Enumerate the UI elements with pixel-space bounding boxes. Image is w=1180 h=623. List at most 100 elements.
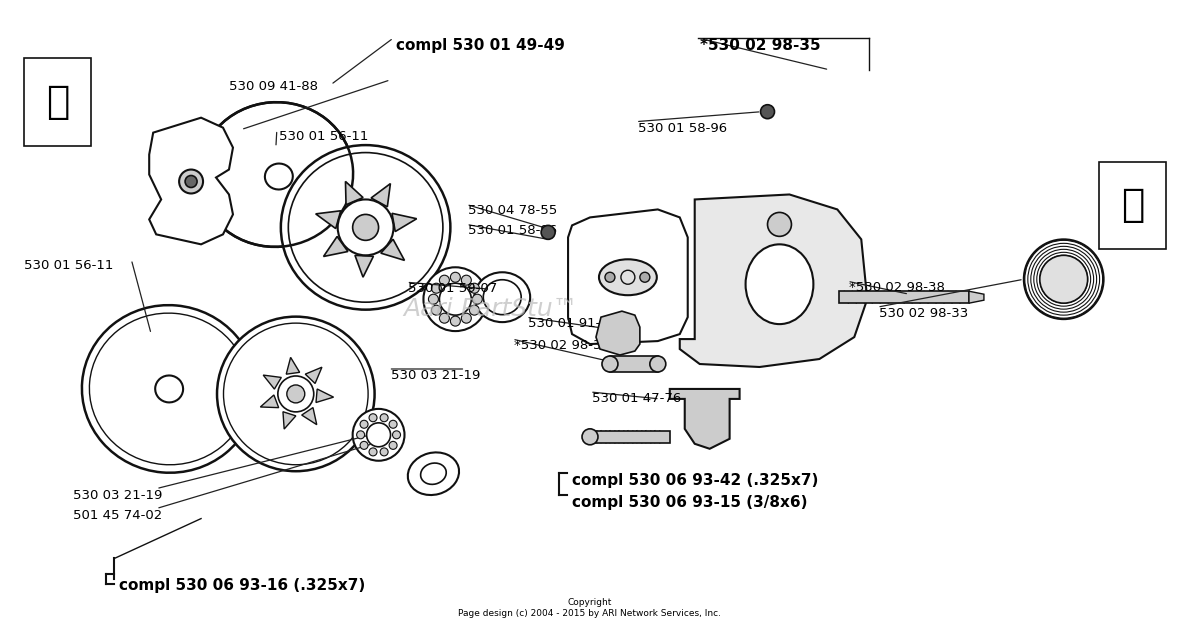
Polygon shape <box>316 211 341 229</box>
Bar <box>24 58 91 146</box>
Ellipse shape <box>474 272 530 322</box>
Circle shape <box>761 105 774 118</box>
Ellipse shape <box>288 153 442 302</box>
Ellipse shape <box>420 463 446 484</box>
Circle shape <box>439 275 450 285</box>
Text: 530 01 58-96: 530 01 58-96 <box>468 224 557 237</box>
Polygon shape <box>283 412 296 429</box>
Circle shape <box>451 272 460 282</box>
Circle shape <box>428 294 439 304</box>
Ellipse shape <box>198 102 353 247</box>
Circle shape <box>287 385 304 403</box>
Circle shape <box>337 199 394 255</box>
Text: *530 02 98-35: *530 02 98-35 <box>700 38 820 53</box>
Circle shape <box>640 272 650 282</box>
Polygon shape <box>346 181 363 205</box>
Ellipse shape <box>650 356 666 372</box>
Circle shape <box>451 316 460 326</box>
Polygon shape <box>263 375 281 389</box>
Text: 530 04 78-55: 530 04 78-55 <box>468 204 558 217</box>
Text: 🔧: 🔧 <box>46 83 70 121</box>
Circle shape <box>432 283 441 293</box>
Polygon shape <box>261 395 278 407</box>
Polygon shape <box>392 213 417 232</box>
Circle shape <box>367 423 391 447</box>
Circle shape <box>185 176 197 188</box>
Circle shape <box>461 275 471 285</box>
Polygon shape <box>568 209 688 344</box>
Circle shape <box>360 421 368 428</box>
Circle shape <box>360 441 368 449</box>
Circle shape <box>470 305 479 315</box>
Circle shape <box>389 421 398 428</box>
Polygon shape <box>149 118 232 244</box>
Ellipse shape <box>281 145 451 310</box>
Polygon shape <box>306 367 322 384</box>
Polygon shape <box>371 184 391 207</box>
Circle shape <box>542 226 555 239</box>
Circle shape <box>605 272 615 282</box>
Text: 🔧: 🔧 <box>1121 186 1145 224</box>
Polygon shape <box>323 237 348 257</box>
Polygon shape <box>302 407 316 425</box>
Ellipse shape <box>408 452 459 495</box>
Polygon shape <box>355 255 373 277</box>
Text: 530 02 98-33: 530 02 98-33 <box>879 307 969 320</box>
Circle shape <box>1040 255 1088 303</box>
Bar <box>590 431 670 443</box>
Polygon shape <box>969 291 984 303</box>
Circle shape <box>470 283 479 293</box>
Circle shape <box>424 267 487 331</box>
Circle shape <box>432 305 441 315</box>
Ellipse shape <box>223 323 368 465</box>
Text: *530 02 98-38: *530 02 98-38 <box>850 281 945 294</box>
Ellipse shape <box>156 376 183 402</box>
Circle shape <box>353 409 405 461</box>
Text: 530 01 56-11: 530 01 56-11 <box>24 259 113 272</box>
Circle shape <box>439 283 471 315</box>
Circle shape <box>472 294 483 304</box>
Circle shape <box>369 448 378 456</box>
Polygon shape <box>316 389 334 402</box>
Bar <box>1099 161 1167 249</box>
Circle shape <box>179 169 203 194</box>
Polygon shape <box>596 311 640 355</box>
Text: Aari PartStu™: Aari PartStu™ <box>402 297 578 321</box>
Text: 501 45 74-02: 501 45 74-02 <box>73 508 163 521</box>
Ellipse shape <box>746 244 813 324</box>
Polygon shape <box>287 358 300 374</box>
Polygon shape <box>381 239 405 260</box>
Circle shape <box>582 429 598 445</box>
Text: compl 530 06 93-42 (.325x7): compl 530 06 93-42 (.325x7) <box>572 473 819 488</box>
Text: 530 01 58-96: 530 01 58-96 <box>638 121 727 135</box>
Text: compl 530 06 93-16 (.325x7): compl 530 06 93-16 (.325x7) <box>119 578 366 594</box>
Bar <box>610 356 657 372</box>
Text: 530 09 41-88: 530 09 41-88 <box>229 80 317 93</box>
Text: 530 01 47-76: 530 01 47-76 <box>592 392 681 405</box>
Bar <box>839 291 969 303</box>
Circle shape <box>277 376 314 412</box>
Ellipse shape <box>599 259 657 295</box>
Ellipse shape <box>217 316 374 471</box>
Text: 530 01 91-74: 530 01 91-74 <box>529 317 617 330</box>
Circle shape <box>380 448 388 456</box>
Text: *530 02 98-34: *530 02 98-34 <box>514 339 610 352</box>
Circle shape <box>1024 239 1103 319</box>
Ellipse shape <box>264 164 293 189</box>
Text: Copyright
Page design (c) 2004 - 2015 by ARI Network Services, Inc.: Copyright Page design (c) 2004 - 2015 by… <box>459 598 721 618</box>
Ellipse shape <box>484 280 522 315</box>
Text: compl 530 01 49-49: compl 530 01 49-49 <box>395 38 564 53</box>
Ellipse shape <box>602 356 618 372</box>
Circle shape <box>356 431 365 439</box>
Circle shape <box>353 214 379 240</box>
Ellipse shape <box>90 313 249 465</box>
Circle shape <box>461 313 471 323</box>
Text: 530 03 21-19: 530 03 21-19 <box>391 369 480 382</box>
Text: 530 01 59-07: 530 01 59-07 <box>408 282 498 295</box>
Text: compl 530 06 93-15 (3/8x6): compl 530 06 93-15 (3/8x6) <box>572 495 807 510</box>
Text: 530 01 56-11: 530 01 56-11 <box>278 130 368 143</box>
Circle shape <box>369 414 378 422</box>
Ellipse shape <box>81 305 256 473</box>
Circle shape <box>393 431 400 439</box>
Text: 530 03 21-19: 530 03 21-19 <box>73 488 163 502</box>
